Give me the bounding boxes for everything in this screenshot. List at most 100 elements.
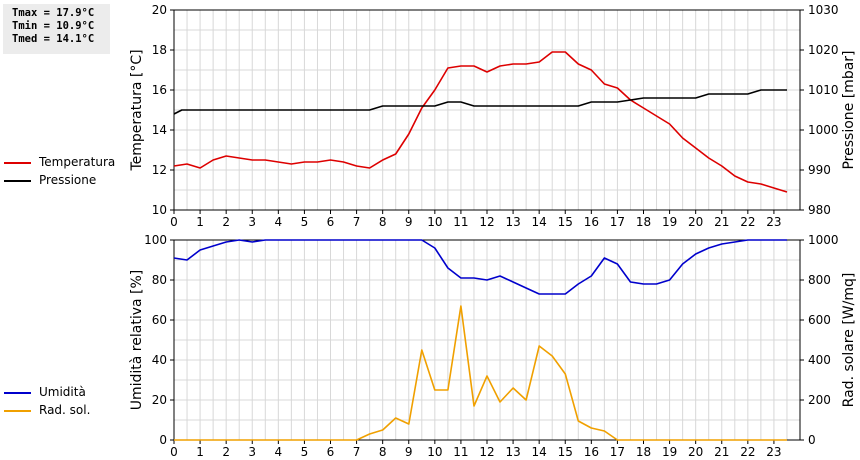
x-tick-label: 8 bbox=[379, 215, 387, 229]
x-tick-label: 9 bbox=[405, 445, 413, 459]
legend-swatch-temperature bbox=[4, 161, 31, 164]
x-tick-label: 17 bbox=[610, 215, 625, 229]
y2-tick-label: 0 bbox=[808, 433, 816, 447]
x-tick-label: 2 bbox=[222, 445, 230, 459]
legend-item-temperature: Temperatura bbox=[4, 153, 115, 171]
x-tick-label: 13 bbox=[505, 215, 520, 229]
x-tick-label: 19 bbox=[662, 445, 677, 459]
x-tick-label: 3 bbox=[248, 445, 256, 459]
plot-bottom: 0 1 2 3 4 5 6 7 8 9 10 11 12 13 14 15 16 17 18 19 20 21 22 2302… bbox=[129, 233, 857, 459]
x-tick-label: 6 bbox=[327, 445, 335, 459]
x-tick-label: 18 bbox=[636, 445, 651, 459]
y2-tick-label: 600 bbox=[808, 313, 831, 327]
x-tick-label: 4 bbox=[275, 445, 283, 459]
x-tick-label: 2 bbox=[222, 215, 230, 229]
y-tick-label: 20 bbox=[152, 3, 167, 17]
x-tick-label: 4 bbox=[275, 215, 283, 229]
y-axis-label-top: Temperatura [°C] bbox=[129, 49, 145, 171]
plot-top: 0 1 2 3 4 5 6 7 8 9 10 11 12 13 14 15 16 17 18 19 20 21 22 2310… bbox=[129, 3, 857, 229]
y-tick-label: 60 bbox=[152, 313, 167, 327]
y-axis-label-bottom: Umidità relativa [%] bbox=[129, 270, 145, 411]
y2-tick-label: 1000 bbox=[808, 123, 839, 137]
x-tick-label: 14 bbox=[532, 215, 547, 229]
x-tick-label: 23 bbox=[766, 445, 781, 459]
tmax-label: Tmax = 17.9°C bbox=[12, 7, 95, 19]
x-tick-label: 14 bbox=[532, 445, 547, 459]
x-tick-label: 1 bbox=[196, 215, 204, 229]
x-tick-label: 13 bbox=[505, 445, 520, 459]
y2-tick-label: 990 bbox=[808, 163, 831, 177]
y2-tick-label: 800 bbox=[808, 273, 831, 287]
y-tick-label: 10 bbox=[152, 203, 167, 217]
x-tick-label: 20 bbox=[688, 445, 703, 459]
x-tick-label: 8 bbox=[379, 445, 387, 459]
y2-tick-label: 1030 bbox=[808, 3, 839, 17]
y2-tick-label: 980 bbox=[808, 203, 831, 217]
y2-axis-label-top: Pressione [mbar] bbox=[841, 50, 857, 169]
x-tick-label: 5 bbox=[301, 445, 309, 459]
x-tick-label: 21 bbox=[714, 215, 729, 229]
y2-tick-label: 1010 bbox=[808, 83, 839, 97]
x-tick-label: 23 bbox=[766, 215, 781, 229]
x-tick-label: 17 bbox=[610, 445, 625, 459]
x-tick-label: 16 bbox=[584, 215, 599, 229]
x-tick-label: 10 bbox=[427, 445, 442, 459]
x-tick-label: 15 bbox=[558, 215, 573, 229]
legend-swatch-humidity bbox=[4, 391, 31, 394]
x-tick-label: 11 bbox=[453, 445, 468, 459]
y-tick-label: 0 bbox=[159, 433, 167, 447]
x-tick-label: 20 bbox=[688, 215, 703, 229]
y2-tick-label: 200 bbox=[808, 393, 831, 407]
legend-item-humidity: Umidità bbox=[4, 383, 86, 401]
x-tick-label: 22 bbox=[740, 445, 755, 459]
x-tick-label: 10 bbox=[427, 215, 442, 229]
x-tick-label: 15 bbox=[558, 445, 573, 459]
x-tick-label: 5 bbox=[301, 215, 309, 229]
x-tick-label: 21 bbox=[714, 445, 729, 459]
x-tick-label: 18 bbox=[636, 215, 651, 229]
legend-item-pressure: Pressione bbox=[4, 171, 96, 189]
y-tick-label: 20 bbox=[152, 393, 167, 407]
series-line-pressione bbox=[173, 89, 787, 115]
legend-swatch-radiation bbox=[4, 409, 31, 412]
x-tick-label: 1 bbox=[196, 445, 204, 459]
y-tick-label: 80 bbox=[152, 273, 167, 287]
series-line-temperatura bbox=[173, 51, 788, 193]
y2-tick-label: 1000 bbox=[808, 233, 839, 247]
tmin-label: Tmin = 10.9°C bbox=[12, 20, 95, 32]
legend-label-humidity: Umidità bbox=[39, 385, 86, 399]
x-tick-label: 3 bbox=[248, 215, 256, 229]
y-tick-label: 100 bbox=[144, 233, 167, 247]
y-tick-label: 16 bbox=[152, 83, 167, 97]
y-tick-label: 14 bbox=[152, 123, 167, 137]
x-tick-label: 11 bbox=[453, 215, 468, 229]
series-line-rad-sol bbox=[174, 305, 787, 441]
x-tick-label: 0 bbox=[170, 445, 178, 459]
series-line-umidit bbox=[173, 239, 787, 295]
x-tick-label: 0 bbox=[170, 215, 178, 229]
y2-axis-label-bottom: Rad. solare [W/mq] bbox=[841, 273, 857, 408]
legend-label-radiation: Rad. sol. bbox=[39, 403, 91, 417]
y-tick-label: 40 bbox=[152, 353, 167, 367]
x-tick-label: 6 bbox=[327, 215, 335, 229]
y2-tick-label: 1020 bbox=[808, 43, 839, 57]
x-tick-label: 9 bbox=[405, 215, 413, 229]
y-tick-label: 18 bbox=[152, 43, 167, 57]
x-tick-label: 12 bbox=[479, 215, 494, 229]
x-tick-label: 7 bbox=[353, 215, 361, 229]
legend-label-pressure: Pressione bbox=[39, 173, 97, 187]
legend-item-radiation: Rad. sol. bbox=[4, 401, 90, 419]
x-tick-label: 22 bbox=[740, 215, 755, 229]
legend-label-temperature: Temperatura bbox=[39, 155, 116, 169]
legend-swatch-pressure bbox=[4, 179, 31, 182]
x-tick-label: 12 bbox=[479, 445, 494, 459]
x-tick-label: 7 bbox=[353, 445, 361, 459]
x-tick-label: 19 bbox=[662, 215, 677, 229]
y2-tick-label: 400 bbox=[808, 353, 831, 367]
tmed-label: Tmed = 14.1°C bbox=[12, 33, 95, 45]
temperature-stats-box: Tmax = 17.9°C Tmin = 10.9°C Tmed = 14.1°… bbox=[3, 4, 110, 54]
y-tick-label: 12 bbox=[152, 163, 167, 177]
x-tick-label: 16 bbox=[584, 445, 599, 459]
